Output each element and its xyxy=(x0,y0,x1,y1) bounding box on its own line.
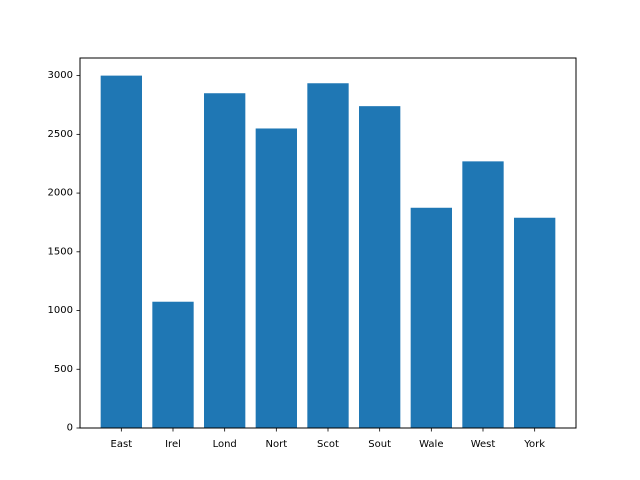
bar-scot xyxy=(307,83,349,428)
bar-irel xyxy=(152,301,194,428)
x-tick-label: Wale xyxy=(419,439,443,450)
y-tick-label: 0 xyxy=(67,423,73,434)
x-tick-label: Nort xyxy=(266,439,288,450)
bar-lond xyxy=(204,93,246,428)
bars-group xyxy=(100,75,556,429)
bar-nort xyxy=(255,128,297,428)
x-axis: East Irel Lond Nort Scot Sout Wale West York xyxy=(111,428,545,450)
y-axis: 0 500 1000 1500 2000 2500 3000 xyxy=(48,70,80,434)
y-tick-label: 2500 xyxy=(48,129,73,140)
bar-east xyxy=(100,75,142,428)
bar-wale xyxy=(410,207,452,428)
x-tick-label: Scot xyxy=(317,439,339,450)
x-tick-label: Irel xyxy=(165,439,181,450)
x-tick-label: York xyxy=(523,439,545,450)
y-tick-label: 1000 xyxy=(48,305,73,316)
y-tick-label: 500 xyxy=(54,364,73,375)
y-tick-label: 2000 xyxy=(48,188,73,199)
bar-west xyxy=(462,161,504,428)
x-tick-label: Sout xyxy=(368,439,391,450)
x-tick-label: East xyxy=(111,439,133,450)
x-tick-label: West xyxy=(471,439,496,450)
y-tick-label: 1500 xyxy=(48,246,73,257)
bar-sout xyxy=(359,106,401,429)
bar-york xyxy=(514,217,556,428)
x-tick-label: Lond xyxy=(213,439,237,450)
y-tick-label: 3000 xyxy=(48,70,73,81)
